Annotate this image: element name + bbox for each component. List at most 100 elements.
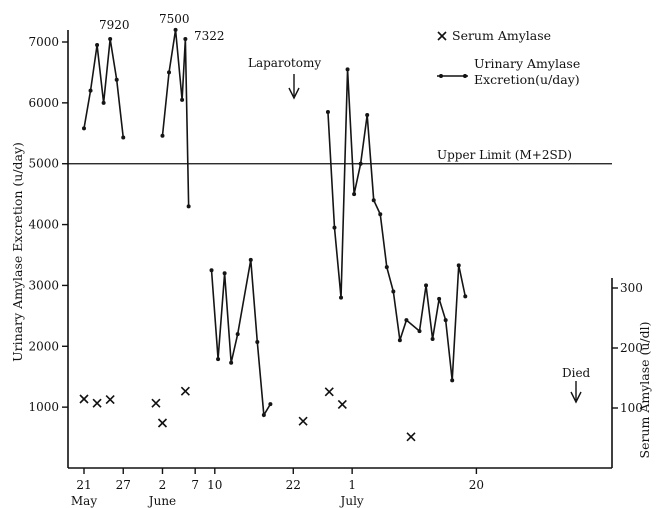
urinary-point [160, 133, 165, 138]
left-tick-label: 1000 [28, 400, 59, 414]
serum-point [92, 398, 102, 408]
serum-point [79, 394, 89, 404]
died-annotation: Died [562, 366, 591, 404]
legend-serum-label: Serum Amylase [452, 28, 551, 43]
upper-limit-label: Upper Limit (M+2SD) [437, 148, 572, 162]
laparotomy-label: Laparotomy [248, 56, 321, 70]
serum-point [151, 398, 161, 408]
y-right-axis-title: Serum Amylase (u/dl) [637, 321, 652, 458]
urinary-line-segment [327, 69, 467, 381]
right-tick-label: 100 [620, 401, 643, 415]
urinary-point [222, 271, 227, 276]
urinary-point [450, 378, 455, 383]
serum-point [298, 416, 308, 426]
right-tick-label: 200 [620, 341, 643, 355]
peak-label-7920: 7920 [99, 18, 130, 32]
left-tick-label: 4000 [28, 218, 59, 232]
urinary-amylase-series [82, 27, 468, 418]
urinary-point [183, 36, 188, 41]
urinary-point [209, 268, 214, 273]
urinary-point [384, 265, 389, 270]
urinary-point [339, 295, 344, 300]
urinary-point [255, 340, 260, 345]
urinary-point [365, 113, 370, 118]
urinary-point [437, 296, 442, 301]
laparotomy-arrow-head [288, 87, 300, 100]
month-label: June [147, 494, 176, 508]
died-label: Died [562, 366, 591, 380]
urinary-point [173, 27, 178, 32]
left-tick-label: 7000 [28, 35, 59, 49]
urinary-point [391, 289, 396, 294]
died-arrow-head [570, 391, 582, 404]
urinary-point [397, 338, 402, 343]
urinary-point [186, 204, 191, 209]
urinary-point [424, 283, 429, 288]
left-tick-label: 2000 [28, 339, 59, 353]
x-tick-label: 21 [76, 478, 91, 492]
x-tick-label: 10 [207, 478, 222, 492]
right-axis-ticks: 100 200 300 [612, 281, 643, 415]
month-labels: MayJuneJulySeptember [71, 494, 364, 508]
urinary-line-segment [83, 38, 125, 138]
x-tick-label: 20 [469, 478, 484, 492]
left-tick-label: 6000 [28, 96, 59, 110]
serum-point [105, 395, 115, 405]
laparotomy-annotation: Laparotomy [248, 56, 321, 100]
left-axis-ticks: 1000 2000 3000 4000 5000 6000 7000 [28, 35, 68, 414]
urinary-point [378, 212, 383, 217]
month-label: July [339, 494, 364, 508]
urinary-point [180, 97, 185, 102]
legend-urinary-label-1: Urinary Amylase [474, 56, 580, 71]
urinary-point [332, 225, 337, 230]
legend-serum-marker [437, 31, 447, 41]
serum-point [406, 432, 416, 442]
urinary-point [95, 43, 100, 48]
legend-urinary-label-2: Excretion(u/day) [474, 72, 580, 87]
urinary-point [443, 318, 448, 323]
month-label: May [71, 494, 97, 508]
urinary-line-segment [210, 259, 272, 418]
serum-point [324, 387, 334, 397]
x-axis-ticks: 21272710221202631 [76, 468, 484, 492]
urinary-point [216, 357, 221, 362]
x-tick-label: 22 [286, 478, 301, 492]
urinary-point [248, 257, 253, 262]
x-tick-label: 7 [191, 478, 199, 492]
serum-point [337, 399, 347, 409]
serum-amylase-series [79, 386, 416, 442]
y-left-axis-title: Urinary Amylase Excretion (u/day) [10, 142, 25, 362]
urinary-point [358, 161, 363, 166]
urinary-point [114, 77, 119, 82]
urinary-point [108, 36, 113, 41]
x-tick-label: 1 [348, 478, 356, 492]
urinary-point [101, 100, 106, 105]
legend: Serum Amylase Urinary Amylase Excretion(… [437, 28, 580, 87]
reference-line-group: Upper Limit (M+2SD) [68, 148, 612, 165]
urinary-point [82, 126, 86, 131]
urinary-point [463, 294, 468, 299]
urinary-point [167, 70, 172, 75]
peak-label-7500: 7500 [159, 12, 190, 26]
urinary-point [325, 109, 330, 114]
urinary-point [456, 263, 461, 268]
left-tick-label: 5000 [28, 157, 59, 171]
peak-label-7322: 7322 [194, 29, 225, 43]
urinary-point [430, 336, 435, 341]
urinary-point [345, 67, 350, 72]
x-tick-label: 2 [159, 478, 167, 492]
urinary-point [261, 413, 266, 418]
serum-point [157, 418, 168, 428]
urinary-point [404, 318, 409, 323]
left-tick-label: 3000 [28, 278, 59, 292]
serum-point [180, 386, 190, 396]
urinary-point [235, 332, 240, 337]
urinary-point [268, 402, 273, 407]
right-tick-label: 300 [620, 281, 643, 295]
urinary-point [352, 192, 357, 197]
urinary-point [371, 198, 376, 203]
urinary-point [229, 360, 234, 365]
urinary-point [88, 88, 93, 93]
urinary-line-segment [161, 29, 190, 207]
